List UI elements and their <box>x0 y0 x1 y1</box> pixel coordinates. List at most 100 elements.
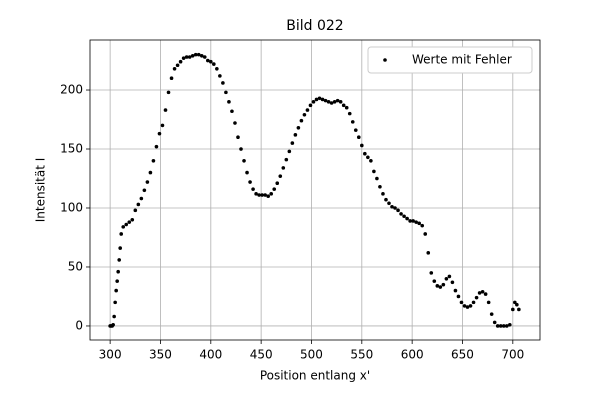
data-point <box>239 147 243 151</box>
data-point <box>251 187 255 191</box>
data-point <box>453 288 458 293</box>
data-point <box>320 97 325 102</box>
y-tick-label: 200 <box>60 83 83 97</box>
data-point <box>127 220 132 224</box>
data-point <box>163 108 168 112</box>
data-point <box>118 246 123 250</box>
chart-title: Bild 022 <box>286 18 343 34</box>
data-point <box>465 305 470 309</box>
data-point <box>393 206 397 210</box>
data-point <box>275 181 280 186</box>
data-point <box>360 143 364 148</box>
data-point <box>130 217 135 222</box>
data-point <box>323 98 328 103</box>
data-point <box>350 120 355 124</box>
data-point <box>405 216 409 221</box>
data-point <box>438 285 443 289</box>
data-point <box>450 280 455 285</box>
data-point <box>293 133 298 137</box>
data-point <box>284 157 289 162</box>
data-point <box>441 282 446 287</box>
data-point <box>119 232 124 236</box>
y-tick-label: 100 <box>60 200 83 214</box>
data-point <box>193 52 198 57</box>
data-point <box>317 96 322 101</box>
data-point <box>459 300 464 305</box>
data-point <box>117 258 121 262</box>
data-point <box>308 103 313 108</box>
data-point <box>426 251 431 255</box>
data-point <box>417 221 421 226</box>
data-point <box>221 81 225 85</box>
data-point <box>444 276 449 281</box>
data-point <box>260 193 264 197</box>
data-point <box>456 294 461 299</box>
data-point <box>287 149 292 154</box>
data-point <box>157 131 162 136</box>
data-point <box>372 169 376 174</box>
data-point <box>199 54 204 58</box>
data-point <box>369 159 373 163</box>
data-point <box>353 128 358 132</box>
data-point <box>245 170 249 175</box>
data-point <box>113 300 117 305</box>
data-point <box>224 90 228 95</box>
y-tick-label: 0 <box>75 318 83 332</box>
data-point <box>133 208 138 213</box>
data-point <box>471 300 476 305</box>
data-point <box>435 284 440 288</box>
data-point <box>390 205 394 209</box>
data-point <box>136 202 141 207</box>
y-axis-label: Intensität I <box>34 158 48 223</box>
y-tick-label: 50 <box>68 259 83 273</box>
data-point <box>242 159 246 163</box>
data-point <box>190 54 195 58</box>
data-point <box>474 295 479 300</box>
data-point <box>489 312 494 316</box>
data-point <box>423 232 428 236</box>
data-point <box>263 193 267 197</box>
data-point <box>175 63 180 68</box>
data-point <box>338 100 343 104</box>
data-point <box>148 170 153 175</box>
data-point <box>154 144 159 149</box>
data-point <box>196 52 201 57</box>
data-point <box>515 302 519 307</box>
legend-box <box>367 46 533 74</box>
data-point <box>290 141 295 145</box>
x-tick-label: 350 <box>149 348 172 362</box>
data-point <box>486 300 491 305</box>
data-point <box>432 279 437 283</box>
data-point <box>254 192 258 196</box>
data-point <box>257 193 261 197</box>
data-point <box>178 59 183 64</box>
data-point <box>480 289 485 294</box>
data-point <box>517 307 521 312</box>
data-point <box>314 97 319 102</box>
data-point <box>468 304 473 308</box>
data-point <box>139 196 144 201</box>
data-point <box>447 274 452 279</box>
data-point <box>116 269 120 274</box>
x-tick-label: 600 <box>401 348 424 362</box>
data-point <box>299 118 304 123</box>
data-point <box>347 111 352 116</box>
data-point <box>209 59 213 64</box>
data-point <box>124 222 129 227</box>
data-point <box>266 194 270 198</box>
data-point <box>402 214 406 219</box>
data-point <box>296 125 301 130</box>
data-point <box>513 300 517 305</box>
data-point <box>511 307 515 312</box>
data-point <box>218 74 222 78</box>
data-point <box>281 166 286 170</box>
data-point <box>115 279 119 283</box>
data-point <box>187 55 192 59</box>
data-point <box>507 322 512 327</box>
data-point <box>145 180 150 184</box>
data-point <box>184 55 189 59</box>
data-point <box>492 320 497 325</box>
data-point <box>332 100 337 104</box>
data-point <box>504 324 509 328</box>
